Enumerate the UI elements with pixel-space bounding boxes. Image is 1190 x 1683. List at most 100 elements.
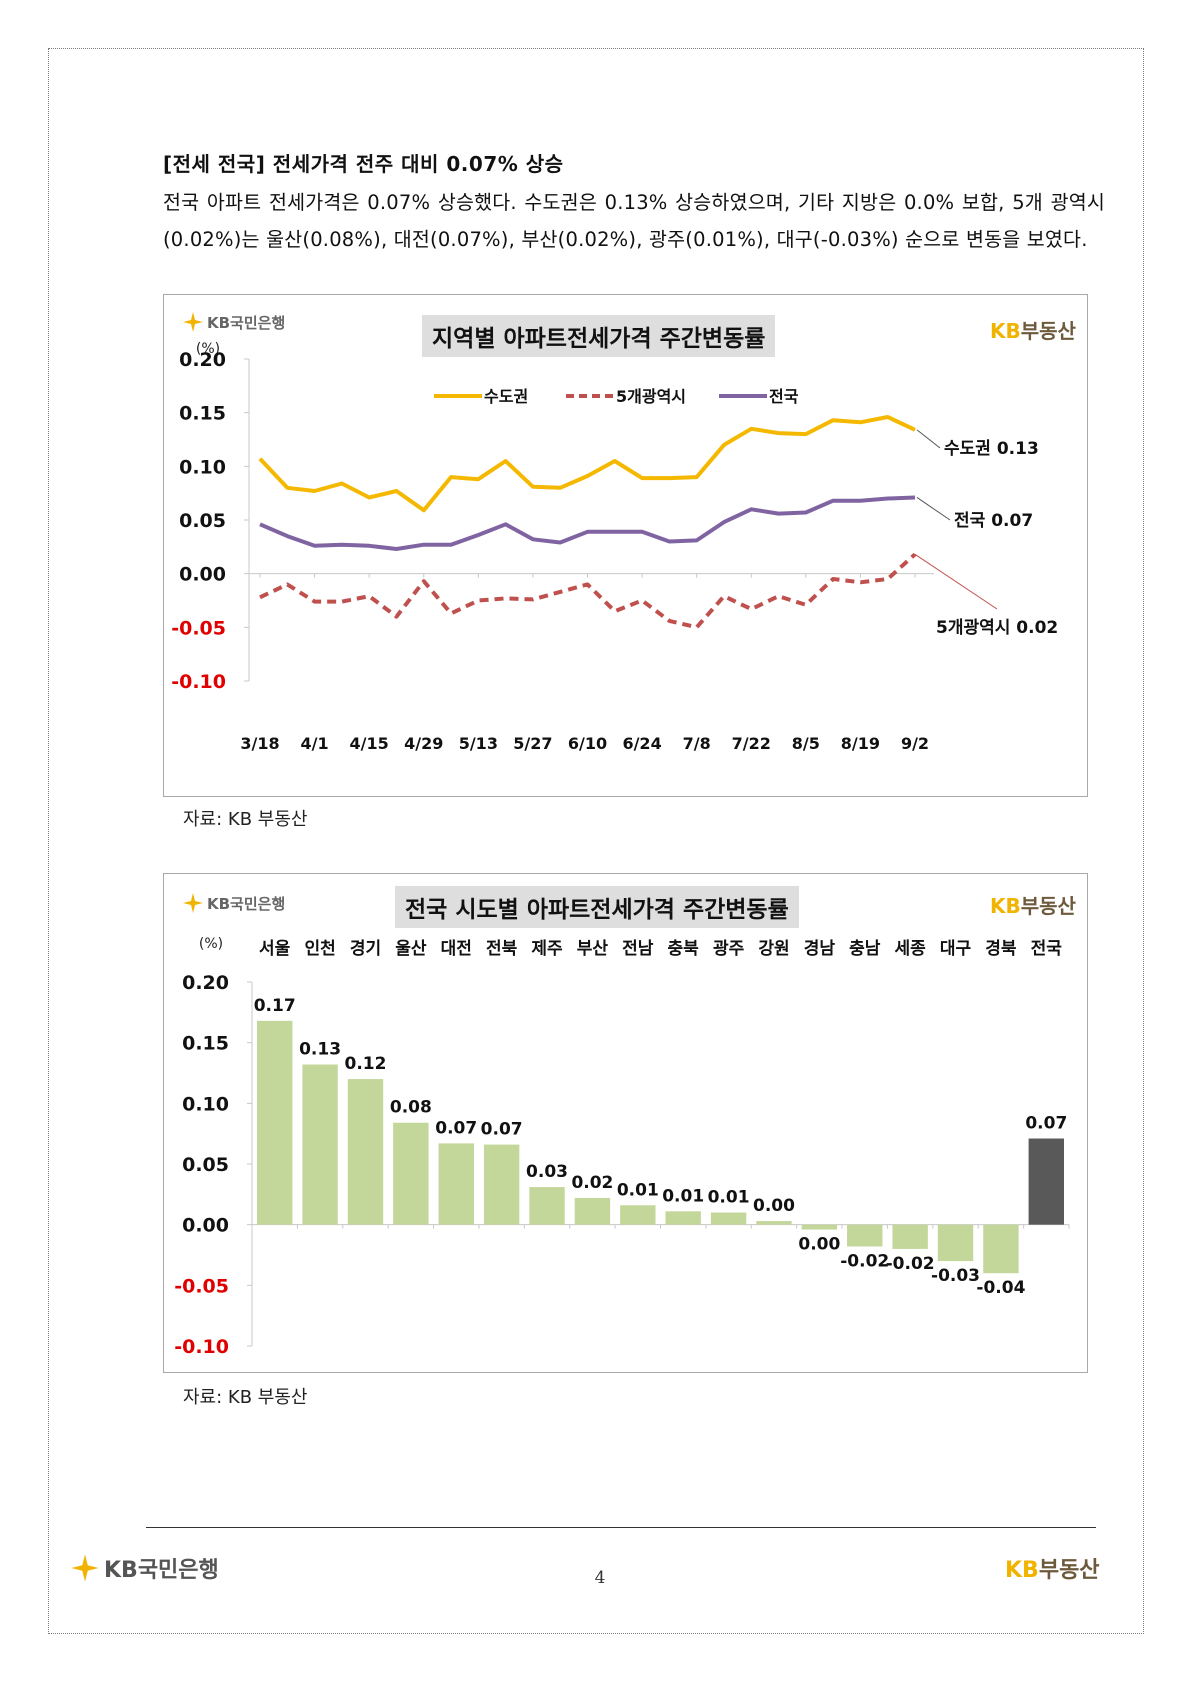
y-tick-label: 0.15	[182, 1033, 229, 1055]
data-label: 0.07	[435, 1118, 477, 1138]
series-line-전국	[259, 495, 916, 551]
y-tick-label: 0.10	[182, 1093, 229, 1115]
leader-line	[916, 497, 951, 521]
y-tick-label: 0.10	[179, 456, 226, 478]
x-tick-label: 5/27	[513, 734, 552, 753]
category-label: 서울	[259, 939, 291, 959]
category-label: 부산	[577, 939, 609, 959]
data-label: 0.00	[798, 1235, 840, 1255]
data-label: 0.03	[526, 1162, 568, 1182]
x-tick-label: 4/29	[404, 734, 443, 753]
y-tick-label: 0.15	[179, 403, 226, 425]
bar-서울	[256, 1020, 293, 1225]
source-note: 자료: KB 부동산	[183, 1387, 308, 1408]
category-label: 전남	[622, 939, 654, 959]
body-paragraph: 전국 아파트 전세가격은 0.07% 상승했다. 수도권은 0.13% 상승하였…	[163, 191, 1105, 251]
category-label: 경기	[350, 939, 381, 959]
y-tick-label: 0.20	[182, 972, 229, 994]
y-tick-label: -0.05	[174, 1275, 229, 1297]
section-heading: [전세 전국] 전세가격 전주 대비 0.07% 상승	[163, 152, 564, 176]
bar-제주	[529, 1187, 565, 1225]
data-label: 0.17	[254, 996, 296, 1016]
page-number: 4	[594, 1568, 606, 1588]
bar-대구	[937, 1224, 974, 1262]
chart-title: 전국 시도별 아파트전세가격 주간변동률	[395, 886, 799, 928]
data-label: -0.02	[840, 1252, 889, 1272]
kb-star-icon	[71, 1554, 99, 1582]
category-label: 전북	[486, 939, 518, 959]
x-tick-label: 4/15	[350, 734, 389, 753]
kb-bank-logo: KB국민은행	[182, 311, 285, 333]
y-tick-label: -0.10	[174, 1336, 229, 1358]
bar-전남	[620, 1205, 656, 1225]
x-tick-label: 8/5	[792, 734, 820, 753]
data-label: 0.13	[299, 1040, 341, 1060]
bar-전북	[483, 1144, 520, 1225]
category-label: 광주	[713, 939, 745, 959]
bar-경남	[801, 1224, 838, 1230]
kb-bank-logo: KB국민은행	[182, 892, 285, 914]
y-unit-label: (%)	[196, 341, 220, 357]
x-tick-label: 9/2	[901, 734, 929, 753]
bar-광주	[710, 1212, 747, 1225]
series-line-수도권	[258, 415, 916, 513]
data-label: 0.12	[344, 1054, 386, 1074]
x-tick-label: 6/24	[622, 734, 661, 753]
category-label: 인천	[304, 939, 335, 959]
y-tick-label: -0.05	[171, 617, 226, 639]
page-frame	[48, 48, 1144, 1634]
leader-line	[916, 429, 941, 449]
x-tick-label: 6/10	[568, 734, 607, 753]
kb-star-icon	[183, 893, 203, 913]
data-label: 0.00	[753, 1196, 795, 1216]
data-label: 0.01	[617, 1180, 659, 1200]
legend-label: 5개광역시	[616, 387, 686, 406]
category-label: 경북	[985, 939, 1017, 959]
line-chart: (%)0.20 0.15 0.10 0.05 0.00 -0.05 -0.10 3/18 4/1…	[171, 341, 1058, 753]
data-label: -0.03	[931, 1266, 980, 1286]
chart-title: 지역별 아파트전세가격 주간변동률	[422, 315, 776, 357]
bar-chart: (%) 0.20 0.15 0.10 0.05 0.00 -0.05 -0.10 서울 0.17 인…	[174, 936, 1070, 1358]
data-label: 0.01	[662, 1186, 704, 1206]
bar-부산	[574, 1197, 611, 1225]
bar-경북	[983, 1224, 1019, 1274]
bar-인천	[302, 1064, 338, 1225]
category-label: 충북	[668, 939, 700, 959]
y-tick-label: 0.20	[179, 349, 226, 371]
leader-line	[914, 553, 998, 610]
bar-충남	[847, 1224, 883, 1247]
kb-estate-logo: KB부동산	[990, 319, 1076, 343]
x-tick-label: 5/13	[459, 734, 498, 753]
category-label: 대전	[441, 939, 472, 959]
footer-bank-logo: KB국민은행	[70, 1552, 219, 1584]
category-label: 경남	[804, 939, 836, 959]
y-unit-label: (%)	[199, 936, 223, 952]
category-label: 충남	[849, 939, 881, 959]
category-label: 제주	[531, 939, 563, 959]
bar-chart-box: KB국민은행 전국 시도별 아파트전세가격 주간변동률 KB부동산 (%) 0.2…	[163, 873, 1088, 1373]
category-label: 울산	[395, 939, 427, 959]
legend-label: 수도권	[484, 387, 528, 406]
bar-강원	[756, 1221, 792, 1225]
y-tick-label: 0.05	[182, 1154, 229, 1176]
bar-대전	[438, 1143, 474, 1225]
kb-estate-logo: KB부동산	[990, 894, 1076, 918]
end-label: 수도권 0.13	[944, 439, 1039, 459]
data-label: 0.08	[390, 1098, 432, 1118]
bar-세종	[892, 1224, 928, 1249]
category-label: 세종	[894, 939, 926, 959]
legend-label: 전국	[769, 387, 799, 406]
data-label: -0.04	[976, 1278, 1025, 1298]
y-tick-label: 0.00	[182, 1215, 229, 1237]
y-tick-label: 0.05	[179, 510, 226, 532]
bar-전국	[1028, 1138, 1065, 1225]
y-tick-label: 0.00	[179, 564, 226, 586]
series-line-5개광역시	[259, 552, 917, 630]
bar-경기	[347, 1079, 384, 1225]
category-label: 강원	[758, 939, 789, 959]
line-chart-box: KB국민은행 지역별 아파트전세가격 주간변동률 KB부동산 (%) 0.20 0.…	[163, 294, 1088, 797]
data-label: 0.02	[571, 1173, 613, 1193]
x-tick-label: 8/19	[841, 734, 880, 753]
category-label: 전국	[1031, 939, 1063, 959]
category-label: 대구	[940, 939, 972, 959]
